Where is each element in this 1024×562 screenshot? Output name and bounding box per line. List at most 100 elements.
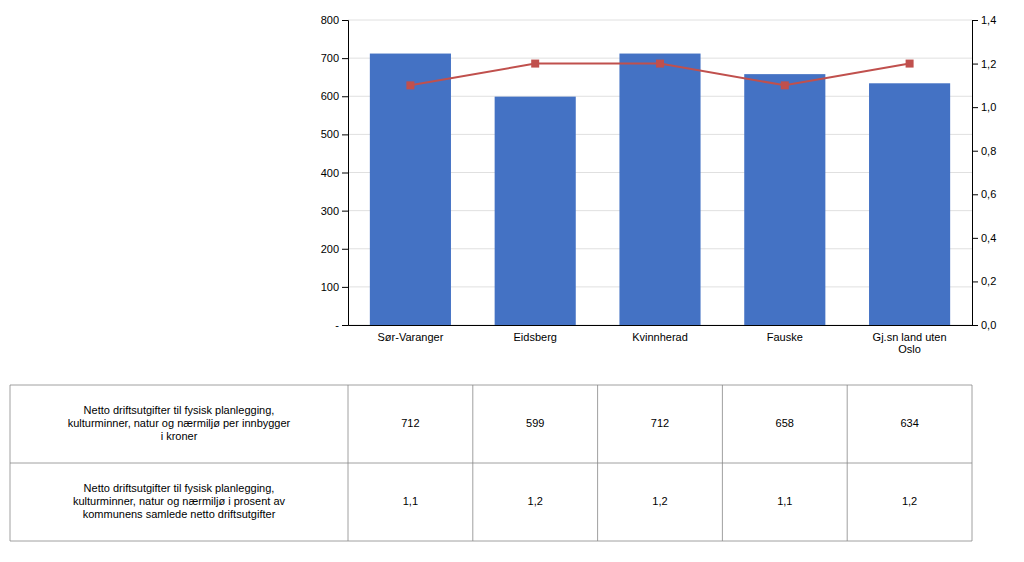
tick: Eidsberg — [513, 331, 556, 343]
tick-label: Eidsberg — [513, 331, 556, 343]
tick: - — [335, 319, 348, 331]
bar — [495, 97, 576, 325]
marker — [406, 81, 414, 89]
chart: - 100 200 300 400 500 600 700 800 0,0 0,2 0,4 0,6 0,8… — [0, 0, 1024, 562]
tick-mark — [342, 249, 348, 250]
text-line: kulturminner, natur og nærmiljø per innb… — [68, 417, 291, 429]
tick: 0,6 — [972, 188, 996, 200]
tick-mark — [342, 211, 348, 212]
x-axis: Sør-Varanger Eidsberg Kvinnherad Fauske Gj.s… — [349, 326, 973, 356]
tick-label: 1,0 — [981, 101, 996, 113]
tick: 200 — [321, 243, 348, 255]
axis-line — [973, 21, 979, 326]
tick-label: 100 — [321, 281, 339, 293]
table-row-label: Netto driftsutgifter til fysisk planlegg… — [73, 482, 286, 520]
data-label: 634 — [900, 417, 918, 429]
tick-label: 1,2 — [981, 58, 996, 70]
tick-label: 0,6 — [981, 188, 996, 200]
tick-label: 300 — [321, 205, 339, 217]
text-line: i kroner — [161, 430, 198, 442]
table-border — [10, 385, 972, 386]
data-label: 658 — [776, 417, 794, 429]
tick: 800 — [321, 14, 348, 26]
data-label: 1,2 — [528, 495, 543, 507]
marker — [531, 60, 539, 68]
data-label: 1,1 — [403, 495, 418, 507]
data-label: 1,1 — [777, 495, 792, 507]
tick-label: 700 — [321, 52, 339, 64]
tick: 700 — [321, 52, 348, 64]
data-label: 712 — [401, 417, 419, 429]
axis-line — [342, 21, 349, 326]
plot-area — [370, 54, 950, 325]
data-table: Netto driftsutgifter til fysisk planlegg… — [10, 385, 972, 541]
tick-label: Fauske — [767, 331, 803, 343]
tick: Gj.sn land utenOslo — [873, 331, 947, 356]
tick-mark — [972, 194, 978, 195]
tick-label: 800 — [321, 14, 339, 26]
tick-mark — [342, 287, 348, 288]
tick: 1,2 — [972, 58, 996, 70]
table-border — [597, 385, 598, 541]
text-line: Oslo — [898, 343, 921, 355]
tick-label: Kvinnherad — [632, 331, 688, 343]
table-row-label: Netto driftsutgifter til fysisk planlegg… — [68, 404, 291, 442]
tick-label: Sør-Varanger — [377, 331, 443, 343]
tick-mark — [342, 173, 348, 174]
tick-mark — [342, 20, 348, 21]
tick-mark — [342, 325, 348, 326]
y-axis: - 100 200 300 400 500 600 700 800 — [321, 14, 349, 331]
tick-label: 0,8 — [981, 145, 996, 157]
tick-label: 200 — [321, 243, 339, 255]
table-border — [10, 385, 11, 541]
tick: 300 — [321, 205, 348, 217]
tick-mark — [972, 151, 978, 152]
tick-mark — [972, 20, 978, 21]
text-line: Fauske — [767, 331, 803, 343]
tick-label: 0,2 — [981, 275, 996, 287]
text-line: Eidsberg — [513, 331, 556, 343]
table-border — [472, 385, 473, 541]
tick-mark — [972, 107, 978, 108]
tick: 1,4 — [972, 14, 996, 26]
marker — [906, 60, 914, 68]
tick: Kvinnherad — [632, 331, 688, 343]
data-label: 712 — [651, 417, 669, 429]
bar — [869, 83, 950, 325]
tick: 600 — [321, 90, 348, 102]
tick-label: 0,0 — [981, 319, 996, 331]
tick: 0,4 — [972, 232, 996, 244]
tick-mark — [342, 96, 348, 97]
marker — [656, 60, 664, 68]
tick-mark — [342, 134, 348, 135]
tick-label: - — [335, 319, 339, 331]
tick: 0,0 — [972, 319, 996, 331]
bar — [744, 74, 825, 325]
text-line: Netto driftsutgifter til fysisk planlegg… — [84, 482, 275, 494]
table-border — [847, 385, 848, 541]
text-line: Sør-Varanger — [377, 331, 443, 343]
data-label: 1,2 — [652, 495, 667, 507]
text-line: Kvinnherad — [632, 331, 688, 343]
text-line: Netto driftsutgifter til fysisk planlegg… — [84, 404, 275, 416]
tick-label: Gj.sn land utenOslo — [873, 331, 947, 356]
tick: 0,2 — [972, 275, 996, 287]
bar — [370, 54, 451, 325]
text-line: kulturminner, natur og nærmiljø i prosen… — [73, 495, 286, 507]
grid — [348, 20, 972, 325]
tick-mark — [972, 325, 978, 326]
tick-mark — [972, 64, 978, 65]
marker — [781, 81, 789, 89]
tick-label: 1,4 — [981, 14, 996, 26]
table-border — [972, 385, 973, 541]
table-border — [722, 385, 723, 541]
text-line: Gj.sn land uten — [873, 331, 947, 343]
tick-label: 500 — [321, 128, 339, 140]
tick-mark — [972, 238, 978, 239]
tick: Fauske — [767, 331, 803, 343]
table-border — [10, 463, 972, 464]
tick: 400 — [321, 167, 348, 179]
tick-label: 0,4 — [981, 232, 996, 244]
tick: 500 — [321, 128, 348, 140]
grid-line — [348, 20, 972, 21]
